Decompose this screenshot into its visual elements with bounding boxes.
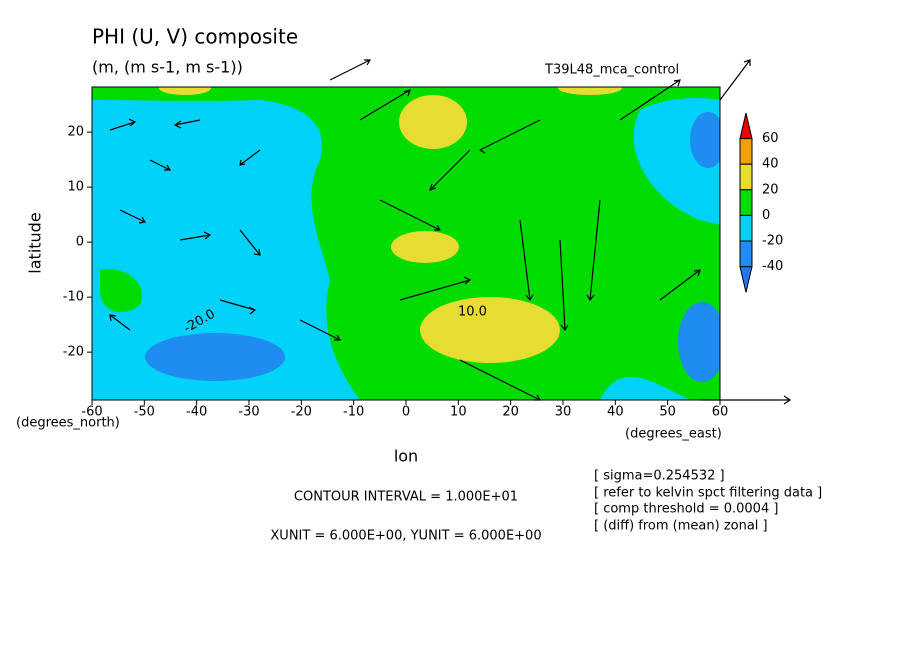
colorbar-label: -20 <box>762 234 783 249</box>
y-tick-label: 20 <box>67 125 84 140</box>
run-label: T39L48_mca_control <box>544 63 679 78</box>
x-tick-label: 50 <box>659 405 676 420</box>
contour-field <box>92 87 720 400</box>
colorbar-label: 0 <box>762 208 770 223</box>
y-unit: (degrees_north) <box>16 416 120 431</box>
colorbar-label: -40 <box>762 259 783 274</box>
y-tick-label: -10 <box>63 290 84 305</box>
contour-label: 10.0 <box>458 305 487 320</box>
region <box>420 297 560 363</box>
colorbar-cap <box>739 266 753 293</box>
colorbar-box <box>739 163 753 191</box>
colorbar-label: 20 <box>762 182 779 197</box>
note: [ refer to kelvin spct filtering data ] <box>594 486 822 501</box>
x-tick-label: -40 <box>186 405 207 420</box>
colorbar-box <box>739 189 753 216</box>
x-tick-label: -10 <box>343 405 364 420</box>
region <box>678 302 720 382</box>
x-tick-label: 30 <box>555 405 572 420</box>
region <box>399 95 467 149</box>
x-tick-label: 0 <box>402 405 410 420</box>
note: [ sigma=0.254532 ] <box>594 469 725 484</box>
colorbar-box <box>739 214 753 242</box>
colorbar-label: 40 <box>762 157 779 172</box>
region <box>145 333 285 381</box>
footer-line: CONTOUR INTERVAL = 1.000E+01 <box>294 490 518 505</box>
wind-vectors <box>109 59 792 405</box>
region <box>391 231 459 263</box>
x-tick-label: -30 <box>238 405 259 420</box>
colorbar-cap <box>739 112 753 140</box>
title: PHI (U, V) composite <box>92 25 298 49</box>
x-tick-label: 40 <box>607 405 624 420</box>
subtitle: (m, (m s-1, m s-1)) <box>92 58 243 77</box>
y-axis-label: latitude <box>26 212 45 273</box>
footer-line: XUNIT = 6.000E+00, YUNIT = 6.000E+00 <box>270 529 541 544</box>
region <box>100 269 142 313</box>
y-tick-label: -20 <box>63 345 84 360</box>
y-tick-label: 10 <box>67 180 84 195</box>
x-tick-label: -50 <box>134 405 155 420</box>
note: [ (diff) from (mean) zonal ] <box>594 519 768 534</box>
y-tick-label: 0 <box>76 235 84 250</box>
region <box>690 112 720 168</box>
x-tick-label: -20 <box>291 405 312 420</box>
colorbar-box <box>739 240 753 268</box>
x-unit: (degrees_east) <box>625 427 722 442</box>
region <box>159 87 211 95</box>
colorbar-label: 60 <box>762 131 779 146</box>
x-tick-label: 60 <box>712 405 729 420</box>
colorbar-box <box>739 138 753 165</box>
x-axis-label: lon <box>394 447 418 466</box>
x-tick-label: -60 <box>81 405 102 420</box>
note: [ comp threshold = 0.0004 ] <box>594 502 778 517</box>
region <box>558 87 622 95</box>
x-tick-label: 10 <box>450 405 467 420</box>
x-tick-label: 20 <box>502 405 519 420</box>
